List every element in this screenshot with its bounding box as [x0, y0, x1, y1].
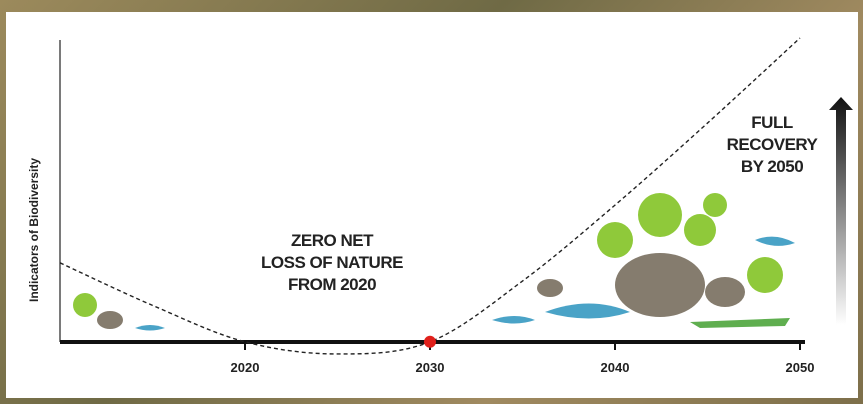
- x-tick-label: 2050: [786, 360, 815, 375]
- annotation-line: FROM 2020: [288, 275, 376, 294]
- recovery-arrow: [829, 97, 853, 325]
- y-axis-label: Indicators of Biodiversity: [27, 158, 41, 302]
- x-tick-label: 2030: [416, 360, 445, 375]
- trend-line: [59, 37, 801, 355]
- annotation-line: FULL: [751, 113, 793, 132]
- annotation-line: LOSS OF NATURE: [261, 253, 403, 272]
- annotation-line: RECOVERY: [727, 135, 819, 154]
- x-tick-label: 2040: [601, 360, 630, 375]
- annotation-line: ZERO NET: [291, 231, 374, 250]
- x-tick-label: 2020: [231, 360, 260, 375]
- milestone-dot: [424, 335, 436, 348]
- annotation-line: BY 2050: [741, 157, 803, 176]
- wildlife-decoration: [73, 193, 795, 331]
